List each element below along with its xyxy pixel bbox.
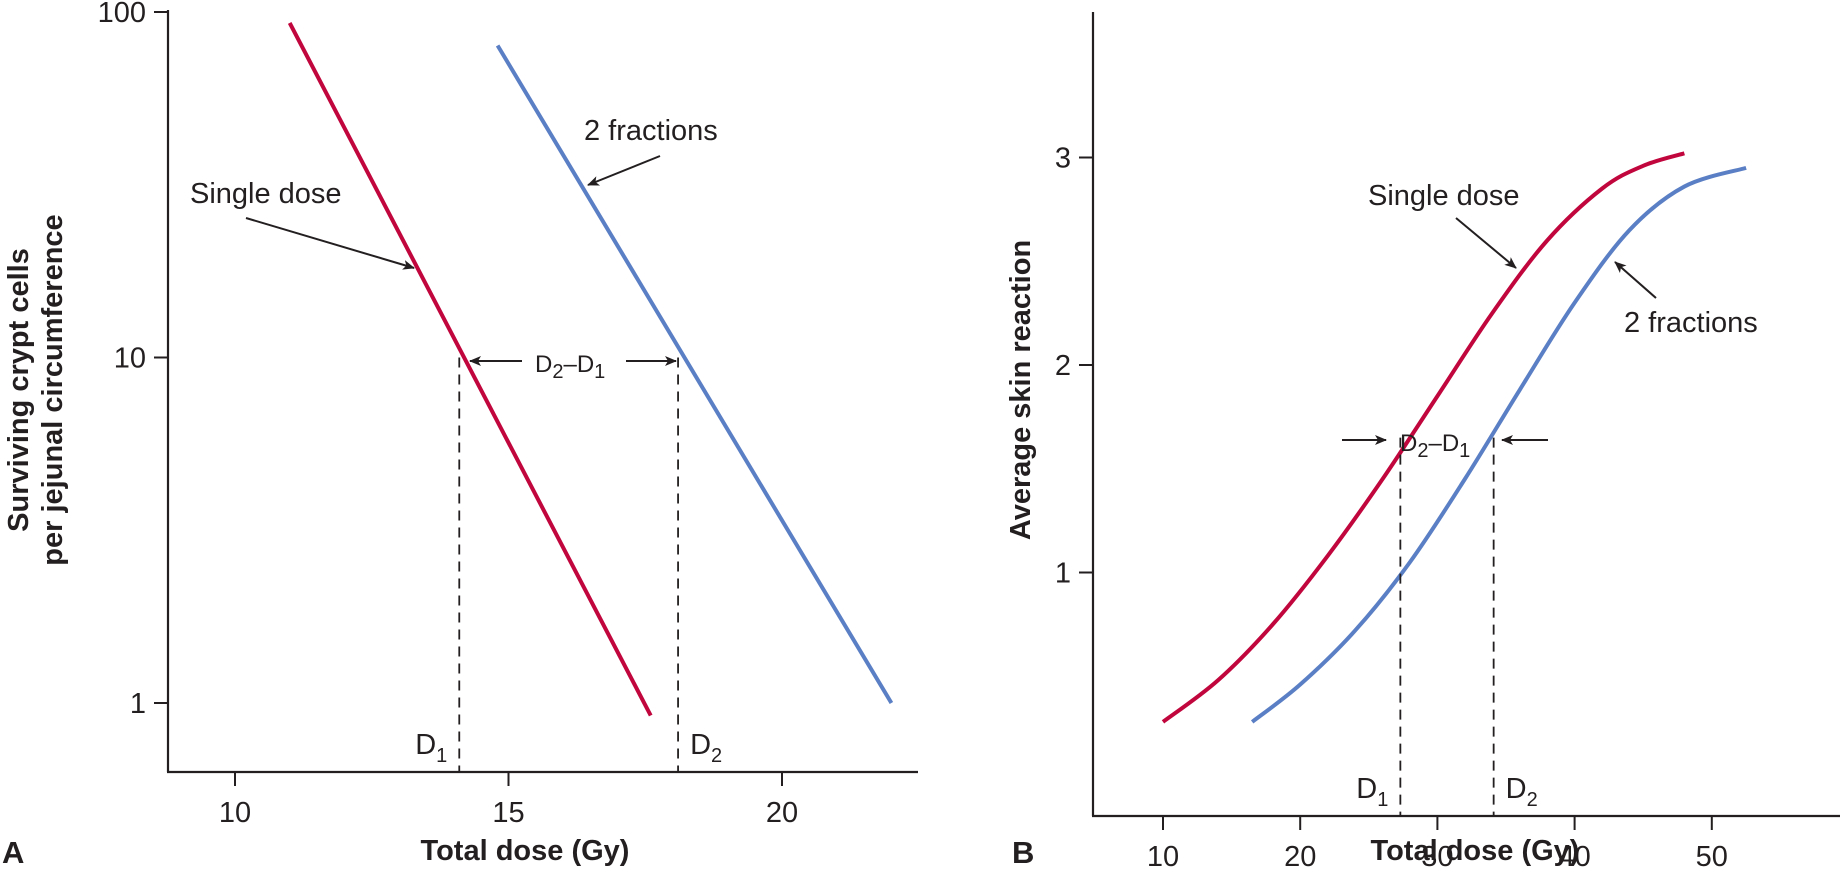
panel-a-two-fractions-arrow (587, 155, 661, 186)
series-2-fractions (1250, 165, 1747, 724)
panel-b-y-label: Average skin reaction (1005, 240, 1037, 540)
y-tick-label: 1 (130, 688, 146, 720)
y-tick-label: 3 (1055, 143, 1071, 175)
x-tick-label: 10 (1147, 841, 1179, 873)
x-tick-label: 40 (1558, 841, 1590, 873)
x-tick-label: 20 (1284, 841, 1316, 873)
panel-a-two-fractions-label: 2 fractions (584, 115, 718, 147)
panel-a: A 10 15 20 1 10 100 Total dose (Gy) Surviving… (2, 0, 918, 870)
panel-b-diff-label: D2–D1 (1400, 430, 1470, 462)
panel-a-single-dose-label: Single dose (190, 178, 342, 210)
x-tick-label: 50 (1696, 841, 1728, 873)
y-tick-label: 2 (1055, 350, 1071, 382)
series-single-dose (1161, 151, 1685, 724)
x-tick-label: 20 (766, 797, 798, 829)
panel-a-single-dose-arrow (245, 217, 415, 270)
y-tick-label: 10 (114, 343, 146, 375)
panel-b-label: B (1012, 835, 1034, 870)
x-tick-label: 15 (492, 797, 524, 829)
x-tick-label: 30 (1421, 841, 1453, 873)
panel-a-y-label-line-2: per jejunal circumference (37, 214, 69, 565)
reference-label-d1: D1 (1356, 773, 1388, 811)
reference-label-d2: D2 (1506, 773, 1538, 811)
panel-b-two-fractions-arrow (1614, 261, 1657, 299)
series-single-dose (287, 21, 653, 717)
reference-label-d2: D2 (690, 729, 722, 767)
panel-a-x-label: Total dose (Gy) (421, 835, 630, 867)
panel-a-label: A (2, 835, 24, 870)
panel-b: B 10 20 30 40 50 1 2 3 Total dose (Gy) Average … (1005, 12, 1840, 873)
y-tick-label: 100 (98, 0, 146, 29)
panel-b-two-fractions-label: 2 fractions (1624, 307, 1758, 339)
panel-a-diff-label: D2–D1 (535, 351, 605, 383)
series-2-fractions (495, 44, 894, 705)
x-tick-label: 10 (219, 797, 251, 829)
panel-b-single-dose-arrow (1455, 217, 1517, 269)
reference-label-d1: D1 (415, 729, 447, 767)
panel-b-single-dose-label: Single dose (1368, 180, 1520, 212)
panel-b-x-label: Total dose (Gy) (1371, 835, 1580, 867)
panel-a-y-label-line-1: Surviving crypt cells (3, 248, 35, 532)
y-tick-label: 1 (1055, 558, 1071, 590)
